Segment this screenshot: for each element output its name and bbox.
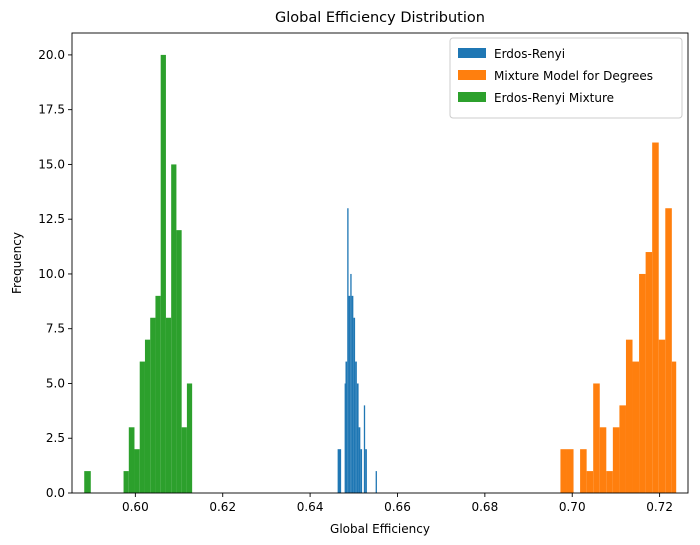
histogram-bar xyxy=(560,449,567,493)
histogram-bar xyxy=(619,405,626,493)
histogram-bar xyxy=(580,449,587,493)
x-tick-label: 0.66 xyxy=(384,500,411,514)
histogram-bar xyxy=(639,273,646,493)
histogram-bar xyxy=(599,427,607,493)
histogram-bar xyxy=(171,164,177,493)
y-tick-label: 15.0 xyxy=(38,157,65,171)
x-tick-label: 0.60 xyxy=(122,500,149,514)
y-tick-label: 7.5 xyxy=(46,322,65,336)
histogram-bar xyxy=(593,383,600,493)
legend-label: Erdos-Renyi Mixture xyxy=(494,91,614,105)
histogram-bar xyxy=(658,339,666,493)
x-tick-label: 0.72 xyxy=(646,500,673,514)
y-tick-label: 5.0 xyxy=(46,376,65,390)
histogram-bar xyxy=(84,471,91,493)
y-tick-label: 10.0 xyxy=(38,267,65,281)
y-axis-label: Frequency xyxy=(10,232,24,294)
x-tick-label: 0.68 xyxy=(471,500,498,514)
y-tick-label: 17.5 xyxy=(38,103,65,117)
histogram-bar xyxy=(358,427,361,493)
histogram-bar xyxy=(144,339,151,493)
histogram-bar xyxy=(337,449,342,493)
histogram-bar xyxy=(351,295,354,493)
histogram-bar xyxy=(665,208,672,493)
histogram-bar xyxy=(355,361,357,493)
histogram-bar xyxy=(176,230,182,493)
histogram-bar xyxy=(375,471,377,493)
legend-swatch xyxy=(458,48,486,58)
histogram-bar xyxy=(139,361,145,493)
histogram-bar xyxy=(363,405,366,493)
legend-box xyxy=(449,37,683,119)
histogram-bar xyxy=(625,339,633,493)
y-tick-label: 2.5 xyxy=(46,431,65,445)
x-tick-label: 0.64 xyxy=(297,500,324,514)
legend: Erdos-Renyi Mixture Model for Degrees Erdo… xyxy=(449,37,683,119)
y-tick-label: 0.0 xyxy=(46,486,65,500)
x-axis-label: Global Efficiency xyxy=(330,522,430,536)
histogram-bar xyxy=(606,471,613,493)
histogram-bar xyxy=(645,252,653,493)
histogram-bar xyxy=(365,449,367,493)
histogram-bar xyxy=(123,471,129,493)
histogram-bar xyxy=(134,449,140,493)
y-tick-label: 20.0 xyxy=(38,48,65,62)
histogram-bar xyxy=(356,383,359,493)
histogram-bar xyxy=(632,361,640,493)
histogram-bar xyxy=(612,427,620,493)
histogram-bar xyxy=(353,317,356,493)
histogram-bar xyxy=(345,361,348,493)
histogram-bar xyxy=(186,383,193,493)
histogram-bar xyxy=(128,427,135,493)
bars-group xyxy=(84,54,677,494)
chart-title: Global Efficiency Distribution xyxy=(275,10,485,26)
legend-label: Mixture Model for Degrees xyxy=(494,69,653,83)
histogram-bar xyxy=(155,295,161,493)
legend-swatch xyxy=(458,70,486,80)
x-axis-ticks: 0.60 0.62 0.64 0.66 0.68 0.70 0.72 xyxy=(122,493,673,514)
axes-frame xyxy=(71,32,689,494)
histogram-bar xyxy=(181,427,187,493)
histogram-bar xyxy=(347,208,349,493)
histogram-bar xyxy=(344,383,346,493)
legend-swatch xyxy=(458,92,486,102)
histogram-bar xyxy=(652,142,659,493)
legend-label: Erdos-Renyi xyxy=(494,47,565,61)
histogram-bar xyxy=(160,54,166,494)
histogram-bar xyxy=(586,471,594,493)
histogram-bar xyxy=(150,317,156,493)
histogram-bar xyxy=(566,449,574,493)
y-tick-label: 12.5 xyxy=(38,212,65,226)
x-tick-label: 0.70 xyxy=(559,500,586,514)
histogram-bar xyxy=(671,361,677,493)
histogram-bar xyxy=(350,273,352,493)
y-axis-ticks: 0.0 2.5 5.0 7.5 10.0 12.5 15.0 17.5 20.0 xyxy=(38,48,72,500)
histogram-bar xyxy=(360,449,363,493)
histogram-bar xyxy=(165,317,172,493)
x-tick-label: 0.62 xyxy=(209,500,236,514)
histogram-bar xyxy=(348,295,351,493)
